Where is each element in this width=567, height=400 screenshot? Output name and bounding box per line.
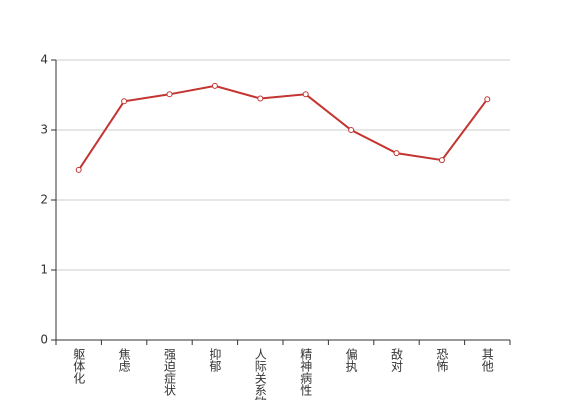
point [121,98,128,105]
x-tick-label: 偏执 [344,347,358,373]
point [75,166,82,173]
y-tick-label: 2 [40,193,48,207]
point [484,96,491,103]
point [211,82,218,89]
point [166,91,173,98]
x-tick-label: 敌对 [390,347,404,372]
point [393,150,400,157]
point [438,157,445,164]
y-tick-label: 1 [40,263,48,277]
y-tick-label: 0 [40,333,48,347]
x-tick-label: 抑郁 [208,347,222,373]
point [302,91,309,98]
point [257,95,264,102]
x-tick-label: 焦虑 [117,348,131,372]
x-tick-label: 恐怖 [435,348,449,372]
x-tick-label: 其他 [480,348,494,372]
point [348,127,355,133]
y-tick-label: 4 [40,53,48,67]
x-tick-label: 精神病性 [299,348,313,397]
y-tick-label: 3 [40,123,48,137]
x-tick-label: 人际关系敏感 [253,348,267,400]
x-tick-label: 强迫症状 [163,348,177,396]
line [77,84,489,171]
x-tick-label: 躯体化 [72,347,86,385]
